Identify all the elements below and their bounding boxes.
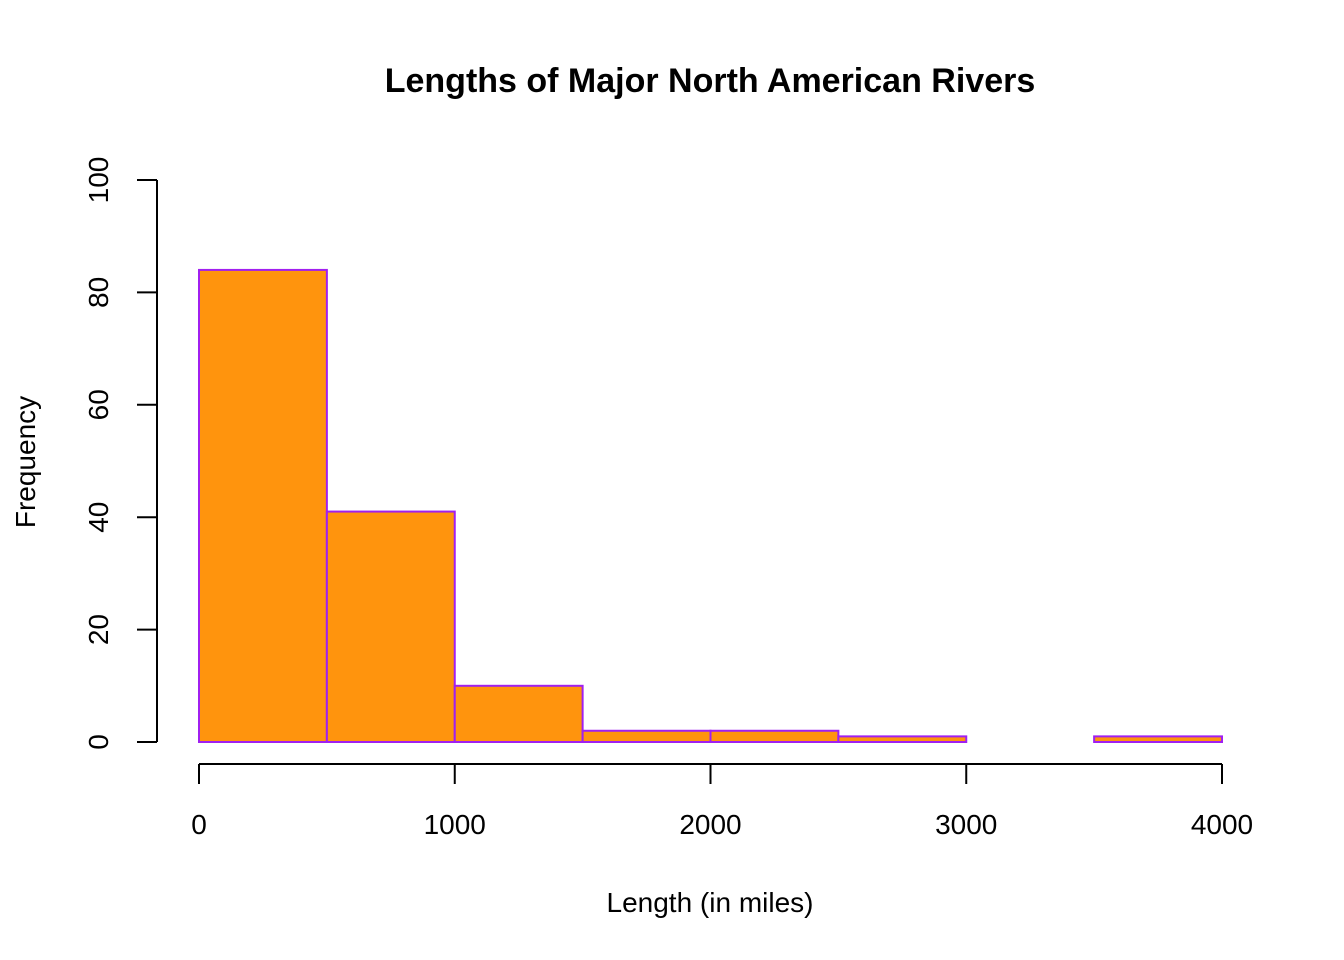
bar-1000-1500	[453, 684, 584, 743]
bar-2000-2500	[709, 729, 840, 744]
x-axis-label: Length (in miles)	[607, 887, 814, 918]
x-axis: 0 1000 2000 3000 4000	[191, 763, 1253, 840]
bar-0-500	[198, 268, 328, 743]
y-tick-label: 20	[83, 614, 114, 645]
x-tick-label: 2000	[679, 809, 741, 840]
y-axis: 0 20 40 60 80 100	[83, 157, 158, 750]
bar-1500-2000	[581, 729, 712, 744]
y-tick-label: 60	[83, 389, 114, 420]
bar-3500-4000	[1093, 735, 1223, 744]
bar-500-1000	[325, 510, 456, 743]
chart-title: Lengths of Major North American Rivers	[385, 62, 1036, 100]
y-tick-label: 40	[83, 502, 114, 533]
x-tick-label: 4000	[1191, 809, 1253, 840]
x-tick-label: 1000	[424, 809, 486, 840]
bars-group	[198, 268, 1223, 744]
y-tick-label: 0	[83, 734, 114, 750]
bar-2500-3000	[837, 735, 968, 744]
y-tick-label: 80	[83, 277, 114, 308]
y-axis-label: Frequency	[10, 396, 41, 528]
x-tick-label: 0	[191, 809, 207, 840]
x-tick-label: 3000	[935, 809, 997, 840]
y-tick-label: 100	[83, 157, 114, 204]
